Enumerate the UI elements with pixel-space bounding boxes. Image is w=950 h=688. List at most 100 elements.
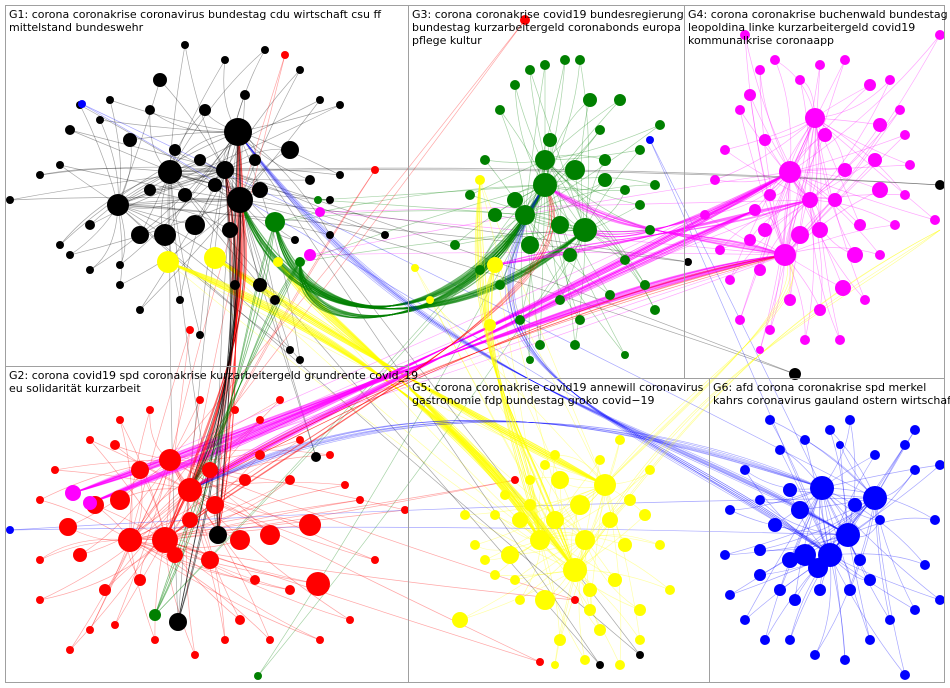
node-g5 [554, 634, 566, 646]
g4-label-line-1: G4: corona coronakrise buchenwald bundes… [688, 8, 948, 21]
edge-intra-g1 [117, 204, 231, 231]
node-g5 [570, 495, 590, 515]
node-g1 [296, 356, 304, 364]
edge-intra-g5 [494, 264, 606, 486]
edge-bundle-g6-long [513, 184, 831, 556]
node-g4 [815, 60, 825, 70]
node-g6 [760, 635, 770, 645]
node-g4 [835, 280, 851, 296]
edge-intra-g4 [804, 199, 815, 341]
node-g6 [870, 450, 880, 460]
node-g1 [194, 154, 206, 166]
edge-intra-g2 [164, 539, 291, 591]
node-g2 [118, 528, 142, 552]
edge-intra-g4 [814, 117, 906, 196]
node-g4 [818, 128, 832, 142]
edge-bundle-g6-long [509, 184, 831, 556]
edge-intra-g4 [744, 34, 786, 256]
edge-bundle-g5-g4 [604, 254, 791, 486]
edge-intra-g6 [744, 487, 823, 621]
node-g2 [346, 616, 354, 624]
node-g2 [110, 440, 120, 450]
node-g3 [620, 255, 630, 265]
edge-intra-g3 [524, 184, 656, 216]
edge-intra-g1 [9, 169, 226, 201]
node-g5 [510, 575, 520, 585]
edge-intra-g2 [129, 539, 271, 641]
node-g1 [253, 278, 267, 292]
edge-intra-g3 [317, 199, 526, 216]
node-g3 [515, 315, 525, 325]
edge-intra-g2 [169, 459, 376, 561]
edge-bundle-g6-long [189, 421, 823, 491]
node-g4 [840, 55, 850, 65]
node-g1 [222, 222, 238, 238]
node-g5 [665, 585, 675, 595]
node-g5 [551, 471, 569, 489]
node-g4 [764, 189, 776, 201]
edge-intra-g4 [809, 199, 896, 226]
node-g1 [96, 116, 104, 124]
node-g4 [65, 485, 81, 501]
edge-intra-g2 [89, 439, 166, 541]
node-g4 [740, 30, 750, 40]
edge-intra-g2 [164, 524, 311, 541]
node-g2 [36, 496, 44, 504]
edge-intra-g5 [539, 539, 641, 611]
node-g2 [255, 450, 265, 460]
node-g3 [521, 236, 539, 254]
node-g1 [176, 296, 184, 304]
edge-intra-g2 [129, 409, 151, 541]
node-g5 [273, 257, 283, 267]
edge-intra-g1 [89, 169, 226, 226]
edge-intra-g6 [81, 103, 831, 556]
node-g3 [621, 351, 629, 359]
node-g4 [754, 264, 766, 276]
node-g2 [111, 621, 119, 629]
edge-intra-g1 [117, 79, 161, 206]
edge-intra-g3 [544, 99, 591, 186]
edge-intra-g1 [117, 204, 331, 236]
edge-intra-g6 [769, 419, 831, 556]
edge-intra-g4 [759, 117, 816, 351]
edge-bundle-g6-long [189, 421, 823, 491]
edge-intra-g1 [179, 131, 239, 301]
node-g2 [202, 462, 218, 478]
node-g2 [152, 527, 178, 553]
node-g1 [116, 281, 124, 289]
edge-intra-g1 [117, 204, 301, 361]
node-g2 [134, 574, 146, 586]
node-g1 [216, 161, 234, 179]
node-g5 [580, 655, 590, 665]
node-g1 [296, 66, 304, 74]
node-g1 [227, 187, 253, 213]
edge-intra-g6 [729, 509, 849, 536]
edge-intra-g3 [544, 59, 581, 186]
nodes-layer [6, 15, 945, 680]
edge-intra-g1 [59, 131, 239, 246]
node-g2 [520, 15, 530, 25]
node-g2 [66, 646, 74, 654]
node-g6 [755, 495, 765, 505]
node-g6 [900, 670, 910, 680]
node-g3 [488, 208, 502, 222]
node-g6 [844, 584, 856, 596]
node-g3 [314, 196, 322, 204]
node-g3 [149, 609, 161, 621]
node-g2 [316, 636, 324, 644]
edge-intra-g4 [789, 34, 941, 173]
node-g1 [208, 178, 222, 192]
node-g3 [645, 225, 655, 235]
edge-intra-g2 [169, 459, 271, 641]
node-g1 [209, 526, 227, 544]
edge-intra-g2 [39, 539, 166, 601]
edge-intra-g4 [759, 199, 811, 271]
node-g2 [191, 651, 199, 659]
node-g1 [311, 452, 321, 462]
node-g1 [270, 295, 280, 305]
edge-intra-g1 [169, 168, 341, 176]
node-g5 [525, 475, 535, 485]
node-g4 [758, 223, 772, 237]
node-g4 [304, 249, 316, 261]
